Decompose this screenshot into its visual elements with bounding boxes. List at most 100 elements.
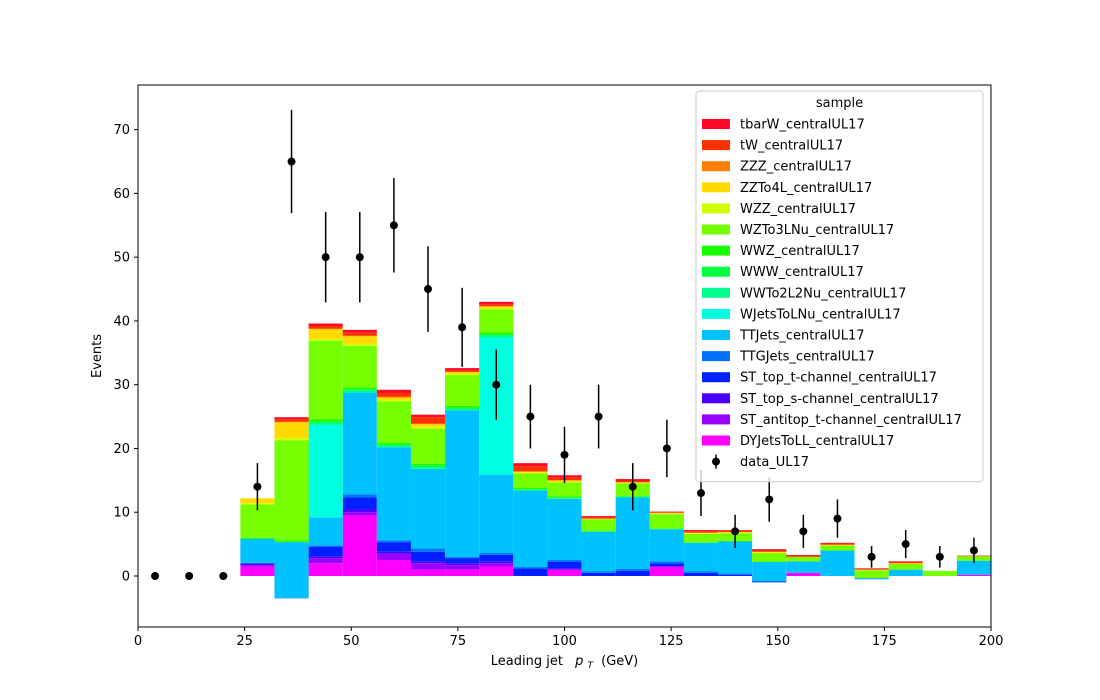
bar-segment (240, 563, 275, 566)
bar-segment (445, 368, 480, 371)
bar-segment (479, 553, 514, 555)
bar-segment (342, 390, 377, 393)
bar-segment (445, 569, 480, 576)
bar-segment (683, 533, 719, 534)
data-marker (833, 514, 842, 523)
bar-segment (854, 568, 889, 570)
bar-segment (342, 494, 377, 498)
bar-segment (274, 440, 309, 541)
bar-segment (410, 569, 446, 576)
bar-segment (410, 423, 446, 425)
legend-swatch (702, 414, 730, 425)
data-marker (765, 495, 774, 504)
legend-entry: ST_top_s-channel_centralUL17 (702, 392, 939, 407)
data-point (628, 463, 637, 511)
bar-segment (240, 537, 275, 540)
bar-segment (445, 407, 480, 409)
bar-segment (854, 568, 889, 569)
bar-segment (683, 530, 719, 532)
legend-swatch (702, 435, 730, 446)
series-ST_top_s-channel_centralUL17 (240, 509, 582, 570)
data-point (731, 514, 740, 548)
bar-segment (308, 326, 343, 329)
bar-segment (410, 414, 446, 418)
bar-segment (649, 513, 684, 515)
data-point (765, 477, 774, 522)
bar-segment (308, 558, 343, 564)
legend: sample tbarW_centralUL17 tW_centralUL17 ZZ… (695, 90, 984, 483)
bar-segment (683, 542, 719, 543)
bar-segment (479, 561, 514, 564)
legend-label: WWTo2L2Nu_centralUL17 (740, 286, 906, 301)
x-tick-label: 200 (979, 634, 1004, 649)
series-ST_antitop_t-channel_centralUL17 (240, 512, 514, 570)
bar-segment (410, 417, 446, 424)
bar-segment (342, 329, 377, 333)
bar-segment (445, 410, 480, 557)
bar-segment (376, 392, 411, 397)
bar-segment (308, 338, 343, 341)
data-point (389, 178, 398, 273)
bar-segment (410, 548, 446, 552)
bar-segment (888, 563, 923, 564)
legend-entry: WZZ_centralUL17 (702, 202, 856, 217)
legend-label: tW_centralUL17 (740, 139, 843, 154)
bar-segment (547, 560, 582, 562)
bar-segment (342, 389, 377, 391)
bar-segment (820, 543, 855, 545)
x-tick-label: 50 (343, 634, 360, 649)
bar-segment (410, 466, 446, 469)
bar-segment (581, 516, 616, 518)
legend-swatch (702, 330, 730, 340)
data-marker (389, 221, 398, 230)
legend-swatch (702, 245, 730, 256)
bar-segment (308, 563, 343, 576)
bar-segment (479, 304, 514, 307)
legend-entry: ST_antitop_t-channel_centralUL17 (702, 413, 962, 428)
series-TTGJets_centralUL17 (308, 494, 787, 583)
bar-segment (376, 445, 411, 448)
legend-marker (712, 457, 720, 466)
bar-segment (274, 438, 309, 441)
bar-segment (649, 563, 684, 567)
y-tick-label: 70 (113, 123, 130, 138)
bar-segment (752, 551, 787, 553)
bar-segment (445, 558, 480, 564)
bar-segment (410, 563, 446, 570)
bar-segment (513, 473, 548, 488)
data-point (253, 463, 262, 511)
bar-segment (649, 514, 684, 529)
bar-segment (752, 561, 787, 582)
bar-segment (308, 340, 343, 420)
data-marker (662, 444, 671, 453)
bar-segment (581, 518, 616, 520)
data-marker (253, 482, 262, 491)
series-WWZ_centralUL17 (240, 332, 787, 562)
bar-segment (547, 498, 582, 561)
y-tick-label: 60 (113, 187, 130, 202)
data-point (867, 546, 876, 568)
legend-label: WZZ_centralUL17 (740, 202, 856, 217)
legend-swatch (702, 140, 730, 151)
bar-segment (376, 551, 411, 554)
bar-segment (445, 405, 480, 408)
bar-segment (888, 563, 923, 570)
bar-segment (445, 408, 480, 411)
legend-label: TTGJets_centralUL17 (739, 350, 875, 365)
legend-swatch (702, 351, 730, 362)
bar-segment (410, 424, 446, 427)
bar-segment (581, 519, 616, 531)
legend-label: ZZTo4L_centralUL17 (740, 181, 872, 196)
bar-segment (410, 561, 446, 564)
legend-label: ST_top_s-channel_centralUL17 (740, 392, 939, 407)
bar-segment (718, 574, 753, 576)
legend-swatch (702, 266, 730, 277)
bar-segment (888, 561, 923, 562)
bar-segment (581, 531, 616, 532)
data-point (662, 419, 671, 478)
bar-segment (342, 509, 377, 513)
bar-segment (581, 531, 616, 572)
bar-segment (308, 323, 343, 327)
bar-segment (308, 329, 343, 339)
bar-segment (376, 396, 411, 398)
